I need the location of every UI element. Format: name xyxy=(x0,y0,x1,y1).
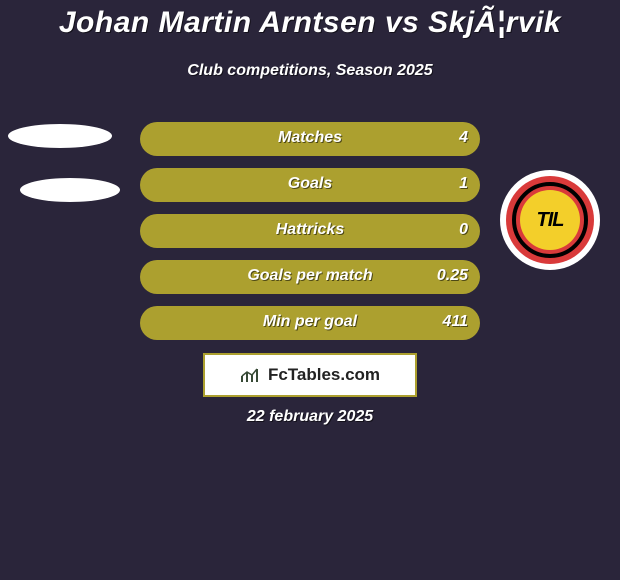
badge-text: TIL xyxy=(537,209,564,232)
footer-text: FcTables.com xyxy=(268,365,380,385)
stat-value: 0.25 xyxy=(437,267,468,285)
badge-ring: TIL xyxy=(512,182,588,258)
left-ellipse-0 xyxy=(8,124,112,148)
comparison-card: Johan Martin Arntsen vs SkjÃ¦rvik Club c… xyxy=(0,0,620,580)
stat-row: Hattricks0 xyxy=(140,214,480,248)
club-badge: TIL xyxy=(500,170,600,270)
stat-label: Goals per match xyxy=(140,267,480,285)
stat-value: 411 xyxy=(442,313,468,331)
stat-row: Goals per match0.25 xyxy=(140,260,480,294)
chart-icon xyxy=(240,366,262,384)
stat-label: Min per goal xyxy=(140,313,480,331)
stat-label: Hattricks xyxy=(140,221,480,239)
stat-label: Goals xyxy=(140,175,480,193)
page-title: Johan Martin Arntsen vs SkjÃ¦rvik xyxy=(0,6,620,40)
stat-value: 1 xyxy=(459,175,468,193)
stat-row: Goals1 xyxy=(140,168,480,202)
stat-value: 0 xyxy=(459,221,468,239)
stat-value: 4 xyxy=(459,129,468,147)
left-ellipse-1 xyxy=(20,178,120,202)
date-label: 22 february 2025 xyxy=(0,408,620,426)
subtitle: Club competitions, Season 2025 xyxy=(0,62,620,80)
stat-row: Min per goal411 xyxy=(140,306,480,340)
stat-row: Matches4 xyxy=(140,122,480,156)
stat-label: Matches xyxy=(140,129,480,147)
footer-box: FcTables.com xyxy=(203,353,417,397)
